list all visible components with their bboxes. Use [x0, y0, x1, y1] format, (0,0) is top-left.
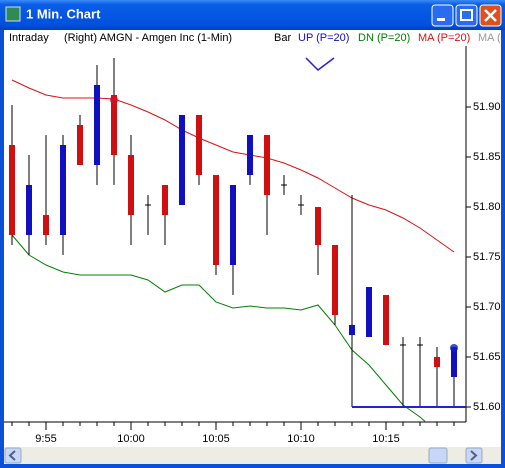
candle-body — [9, 145, 15, 235]
candle-body — [179, 115, 185, 205]
candle-body — [60, 145, 66, 235]
header-up: UP (P=20) — [298, 32, 349, 44]
candle-body — [213, 175, 219, 265]
candle-body — [349, 325, 355, 335]
y-tick-label: 51.60 — [473, 401, 501, 413]
x-tick-label: 10:10 — [287, 433, 315, 445]
client-area — [4, 30, 501, 464]
close-button[interactable] — [479, 4, 502, 27]
x-tick-label: 10:05 — [202, 433, 230, 445]
header-style: Bar — [274, 32, 291, 44]
candle-body — [162, 185, 168, 215]
indicator-line — [11, 234, 427, 422]
y-tick-label: 51.65 — [473, 351, 501, 363]
up-offscreen-marker — [305, 57, 335, 71]
candle-body — [94, 85, 100, 165]
candle-body — [43, 215, 49, 235]
header-symbol: (Right) AMGN - Amgen Inc (1-Min) — [64, 32, 232, 44]
header: Intraday (Right) AMGN - Amgen Inc (1-Min… — [9, 32, 505, 44]
title-bar — [0, 0, 505, 30]
minimize-button[interactable] — [431, 4, 454, 27]
axes: 51.60 51.65 51.70 51.75 51.80 51.85 51.90 9:55 1… — [11, 101, 501, 445]
candle-body — [111, 95, 117, 155]
y-tick-label: 51.75 — [473, 251, 501, 263]
candle-body — [383, 295, 389, 345]
app-icon — [5, 6, 21, 22]
y-tick-label: 51.80 — [473, 201, 501, 213]
header-dn: DN (P=20) — [358, 32, 410, 44]
candle-body — [332, 245, 338, 315]
candle-body — [264, 135, 270, 195]
window-title: 1 Min. Chart — [26, 6, 101, 21]
scrollbar[interactable] — [4, 447, 501, 464]
candle-body — [247, 135, 253, 175]
x-tick-label: 9:55 — [35, 433, 56, 445]
candle-body — [26, 185, 32, 235]
y-tick-label: 51.85 — [473, 151, 501, 163]
header-mode: Intraday — [9, 32, 49, 44]
plot — [9, 58, 466, 422]
candle-body — [451, 347, 457, 377]
x-tick-label: 10:15 — [372, 433, 400, 445]
highlight-marker — [450, 344, 458, 352]
maximize-button[interactable] — [455, 4, 478, 27]
highlight-marker — [110, 96, 118, 104]
indicator-line — [11, 79, 455, 253]
y-tick-label: 51.70 — [473, 301, 501, 313]
y-tick-label: 51.90 — [473, 101, 501, 113]
candle-body — [366, 287, 372, 337]
header-ma: MA (P=20) — [418, 32, 470, 44]
header-ma2: MA (P=20) — [478, 32, 505, 44]
candle-body — [315, 207, 321, 245]
candle-body — [128, 155, 134, 215]
x-tick-label: 10:00 — [117, 433, 145, 445]
candle-body — [196, 115, 202, 175]
candle-body — [230, 185, 236, 265]
window-border-right — [501, 30, 505, 468]
candle-body — [434, 357, 440, 367]
candle-body — [77, 125, 83, 165]
